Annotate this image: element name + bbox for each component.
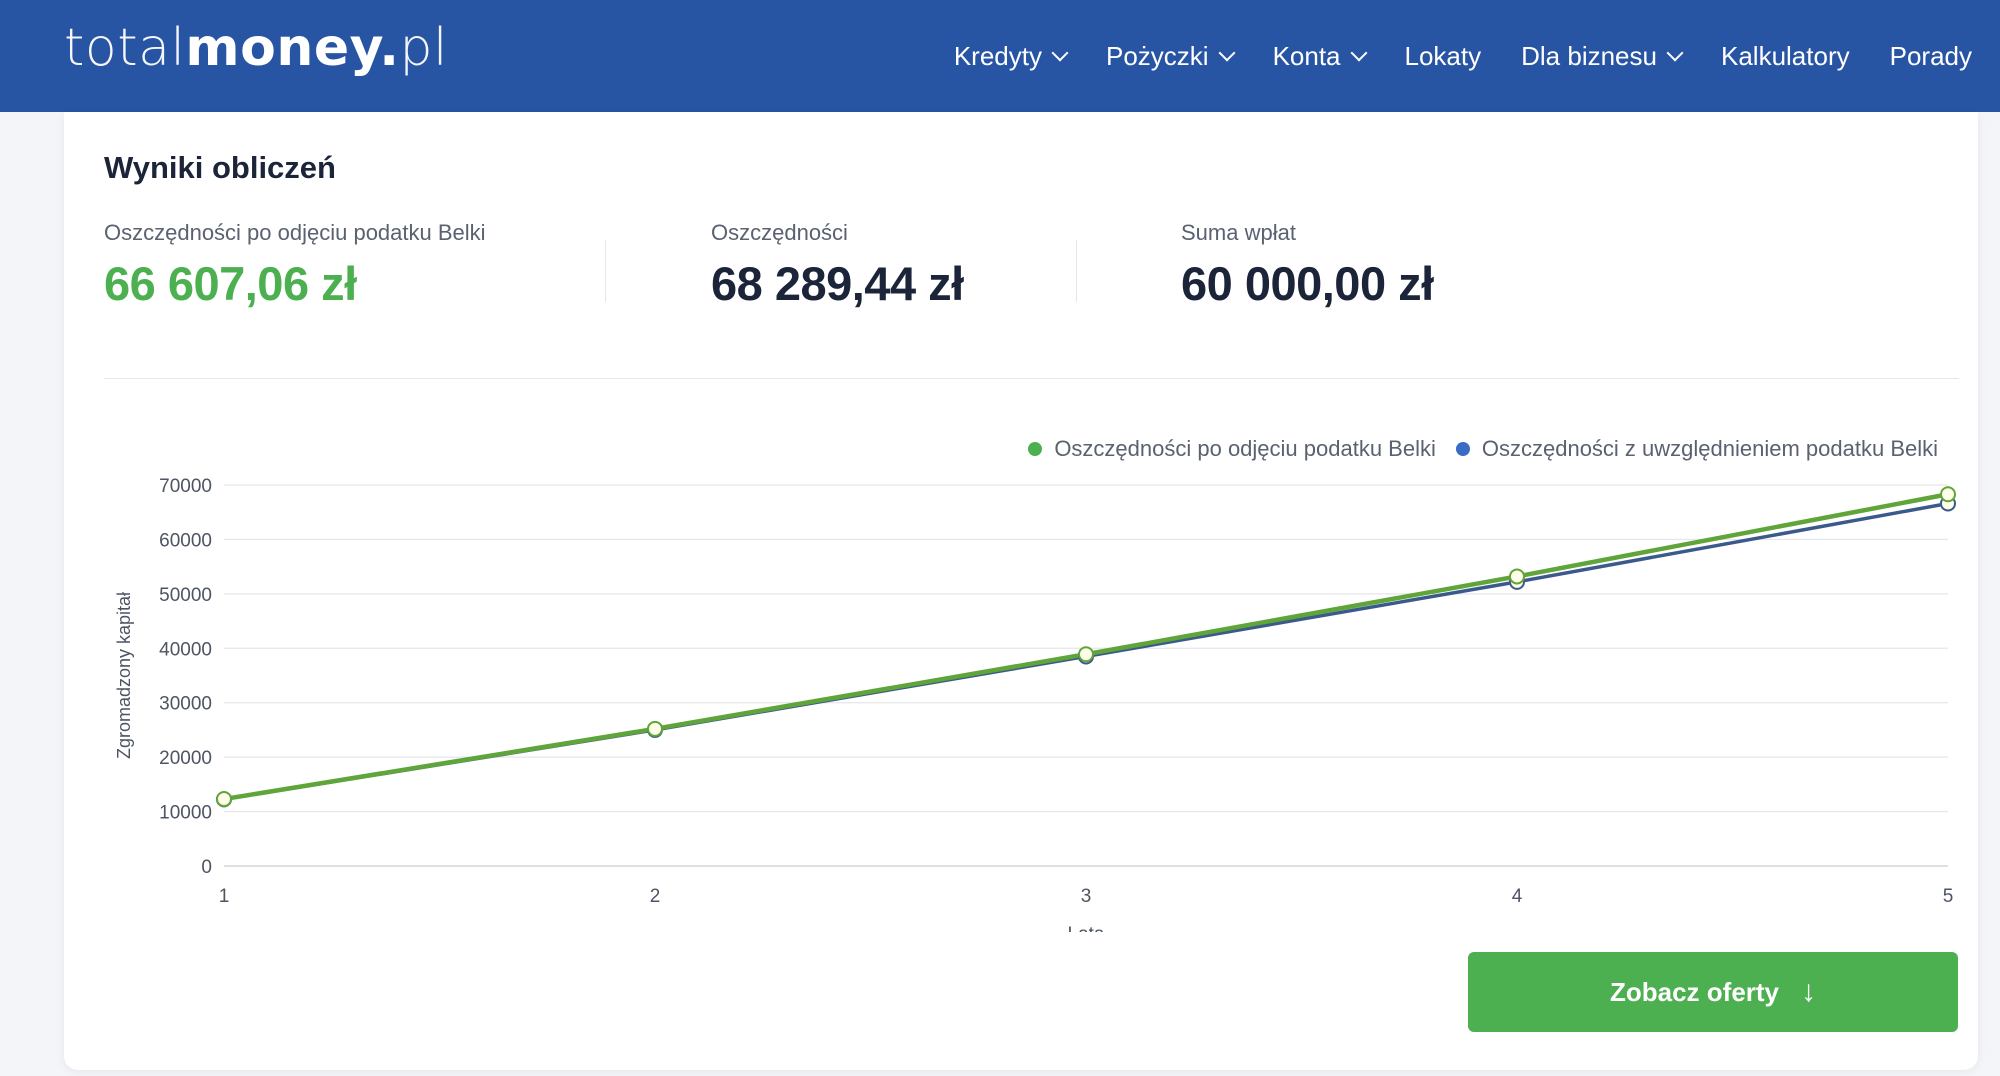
- stat-savings: Oszczędności 68 289,44 zł: [711, 220, 964, 311]
- y-tick-label: 20000: [159, 748, 212, 769]
- x-tick-label: 5: [1943, 886, 1954, 907]
- divider: [605, 240, 606, 302]
- stat-value: 60 000,00 zł: [1181, 257, 1434, 310]
- nav-item-konta[interactable]: Konta: [1272, 40, 1368, 72]
- stat-label: Oszczędności: [711, 220, 848, 245]
- legend-item-with-tax[interactable]: Oszczędności z uwzględnieniem podatku Be…: [1455, 436, 1938, 462]
- y-tick-label: 60000: [159, 530, 212, 551]
- nav-item-label: Dla biznesu: [1521, 40, 1657, 71]
- data-point: [1078, 646, 1094, 663]
- nav-item-label: Kalkulatory: [1720, 40, 1850, 71]
- logo-text-pl: pl: [399, 18, 448, 78]
- see-offers-label: Zobacz oferty: [1609, 976, 1780, 1007]
- chevron-down-icon: [1051, 44, 1069, 62]
- y-tick-label: 10000: [159, 803, 212, 824]
- stat-value: 68 289,44 zł: [711, 257, 964, 310]
- chevron-down-icon: [1666, 44, 1684, 62]
- nav-item-lokaty[interactable]: Lokaty: [1405, 41, 1482, 72]
- data-point: [1940, 486, 1956, 503]
- nav-item-dla-biznesu[interactable]: Dla biznesu: [1521, 40, 1684, 72]
- chevron-down-icon: [1218, 44, 1236, 62]
- y-tick-label: 30000: [159, 694, 212, 715]
- legend-item-after-tax[interactable]: Oszczędności po odjęciu podatku Belki: [1028, 436, 1436, 462]
- see-offers-button[interactable]: Zobacz oferty ↓: [1468, 952, 1958, 1032]
- logo[interactable]: totalmoney.pl: [64, 18, 448, 78]
- nav-item-kredyty[interactable]: Kredyty: [953, 40, 1069, 72]
- logo-text-money: money.: [185, 18, 400, 78]
- nav-item-porady[interactable]: Porady: [1890, 41, 1972, 72]
- x-tick-label: 4: [1512, 886, 1523, 907]
- data-point: [1509, 568, 1525, 585]
- stat-label: Suma wpłat: [1181, 220, 1296, 245]
- stat-value: 66 607,06 zł: [104, 257, 357, 310]
- y-tick-label: 0: [201, 857, 212, 878]
- y-tick-label: 70000: [159, 476, 212, 497]
- logo-text-total: total: [64, 18, 186, 78]
- stat-after-tax: Oszczędności po odjęciu podatku Belki 66…: [104, 220, 486, 311]
- divider: [1076, 240, 1077, 302]
- nav-item-kalkulatory[interactable]: Kalkulatory: [1721, 41, 1850, 72]
- section-divider: [104, 378, 1959, 379]
- y-tick-label: 50000: [159, 585, 212, 606]
- x-tick-label: 3: [1081, 886, 1092, 907]
- nav-item-label: Konta: [1272, 40, 1341, 71]
- x-tick-label: 1: [219, 886, 230, 907]
- data-point: [647, 720, 663, 737]
- y-tick-label: 40000: [159, 639, 212, 660]
- data-point: [216, 791, 232, 808]
- results-title: Wyniki obliczeń: [104, 150, 336, 185]
- savings-line-chart: 0 10000 20000 30000 40000 50000 60000 70000 1 2 3 4…: [114, 476, 1956, 932]
- nav-item-label: Pożyczki: [1105, 40, 1209, 71]
- nav-item-label: Lokaty: [1404, 40, 1482, 71]
- main-menu: Kredyty Pożyczki Konta Lokaty Dla biznes…: [914, 0, 1972, 112]
- legend-label: Oszczędności po odjęciu podatku Belki: [1054, 436, 1436, 461]
- chart-legend: Oszczędności po odjęciu podatku Belki Os…: [1008, 436, 1938, 462]
- nav-item-label: Kredyty: [953, 40, 1042, 71]
- arrow-down-icon: ↓: [1801, 975, 1817, 1008]
- nav-item-label: Porady: [1889, 40, 1972, 71]
- top-navigation-bar: totalmoney.pl Kredyty Pożyczki Konta Lok…: [0, 0, 2000, 112]
- stat-deposits-sum: Suma wpłat 60 000,00 zł: [1181, 220, 1434, 311]
- x-axis-label: Lata: [1068, 924, 1105, 932]
- legend-label: Oszczędności z uwzględnieniem podatku Be…: [1481, 436, 1938, 461]
- nav-item-pozyczki[interactable]: Pożyczki: [1105, 40, 1236, 72]
- y-axis-label: Zgromadzony kapitał: [114, 592, 134, 759]
- chevron-down-icon: [1350, 44, 1368, 62]
- stat-label: Oszczędności po odjęciu podatku Belki: [104, 220, 486, 245]
- results-card: Wyniki obliczeń Oszczędności po odjęciu …: [64, 112, 1978, 1070]
- x-tick-label: 2: [650, 886, 661, 907]
- legend-dot-green: [1028, 442, 1043, 456]
- legend-dot-blue: [1455, 442, 1470, 456]
